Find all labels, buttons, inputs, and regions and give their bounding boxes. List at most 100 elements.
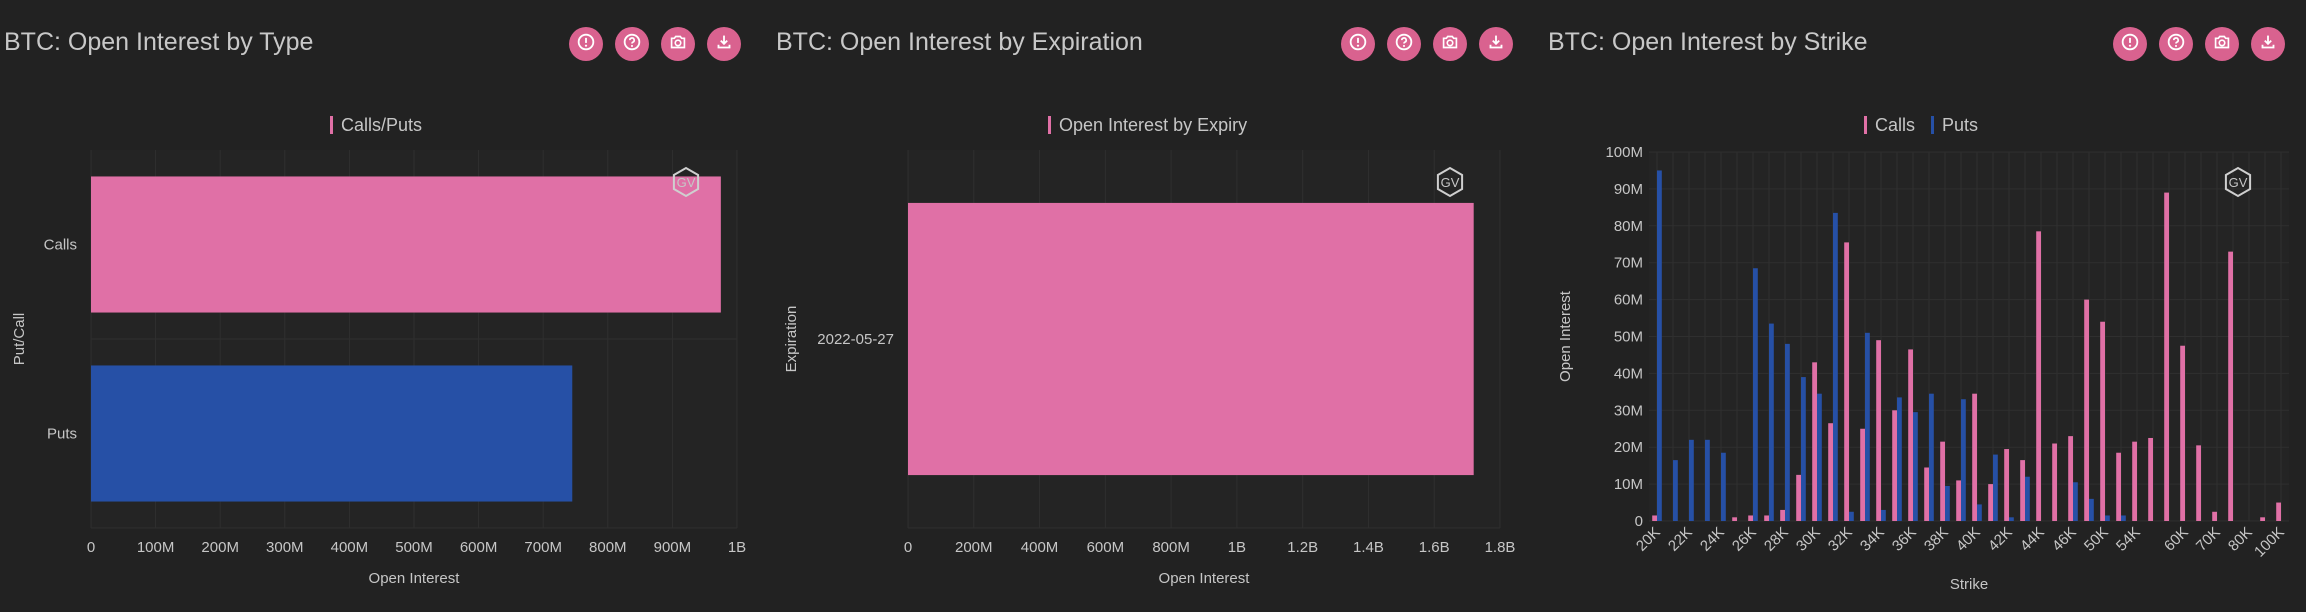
legend-label: Calls/Puts [341, 115, 422, 135]
x-tick-label: 500M [395, 539, 433, 556]
watermark-text: GV [1441, 175, 1460, 190]
bar-puts-43k [2025, 476, 2030, 521]
y-tick-label: 90M [1614, 181, 1643, 198]
bar-calls-60k [2180, 345, 2185, 521]
bar-calls-48k [2084, 299, 2089, 521]
download-icon [713, 31, 735, 58]
bar-puts-30k [1817, 393, 1822, 521]
x-tick-label: 200M [955, 539, 993, 556]
x-tick-label: 200M [201, 539, 239, 556]
bar-calls-46k [2068, 436, 2073, 521]
exclamation-circle-icon [575, 31, 597, 58]
bar-calls-29k [1796, 474, 1801, 521]
y-tick-label: 70M [1614, 255, 1643, 272]
screenshot-button[interactable] [2205, 27, 2239, 61]
info-button[interactable] [1341, 27, 1375, 61]
bar-calls-90k [2260, 517, 2265, 521]
y-tick-label: 50M [1614, 329, 1643, 346]
bar-calls-45k [2052, 443, 2057, 521]
bar-calls [91, 176, 721, 313]
bar-calls-44k [2036, 231, 2041, 521]
bar-calls-39k [1956, 480, 1961, 521]
panel-open-interest-by-type: BTC: Open Interest by Type Calls/Puts 0 10… [0, 0, 760, 612]
x-tick-label: 24K [1697, 524, 1728, 555]
legend-label: Calls [1875, 115, 1915, 135]
camera-icon [667, 31, 689, 58]
y-tick-label: 60M [1614, 292, 1643, 309]
bar-puts-32k [1849, 511, 1854, 521]
chart-toolbar [2113, 27, 2285, 61]
bar-calls-25k [1732, 517, 1737, 521]
bar-calls-35k [1892, 410, 1897, 521]
bar-puts-29k [1801, 377, 1806, 521]
x-tick-label: 28K [1761, 524, 1792, 555]
info-button[interactable] [2113, 27, 2147, 61]
chart-title: BTC: Open Interest by Strike [1548, 28, 1868, 56]
bar-puts-39k [1961, 399, 1966, 521]
download-button[interactable] [1479, 27, 1513, 61]
legend-swatch [1864, 116, 1867, 134]
x-axis-label: Open Interest [1159, 570, 1251, 587]
bar-calls-36k [1908, 349, 1913, 521]
bar-puts-52k [2121, 515, 2126, 521]
bar-puts-37k [1929, 393, 1934, 521]
watermark-logo-icon [672, 166, 700, 198]
chart-strike-svg: Calls Puts 0 10M 20M 30M 40M 50M 60M 70M 80M 90M 100… [1557, 115, 2289, 593]
bar-calls-38k [1940, 441, 1945, 521]
bar-calls-70k [2212, 511, 2217, 521]
bar-puts-40k [1977, 504, 1982, 521]
bar-puts-24k [1721, 452, 1726, 521]
y-tick-label: 80M [1614, 218, 1643, 235]
bar-calls-54k [2132, 441, 2137, 521]
x-tick-label: 46K [2049, 524, 2080, 555]
x-tick-label: 1B [1228, 539, 1246, 556]
bar-puts-36k [1913, 412, 1918, 521]
bar-puts-28k [1785, 343, 1790, 521]
bar-puts-38k [1945, 485, 1950, 521]
bar-puts-31k [1833, 212, 1838, 521]
bar-calls-56k [2148, 437, 2153, 521]
x-tick-label: 1B [728, 539, 746, 556]
x-tick-label: 0 [87, 539, 95, 556]
chart-toolbar [569, 27, 741, 61]
download-icon [1485, 31, 1507, 58]
chart-title: BTC: Open Interest by Expiration [776, 28, 1143, 56]
x-tick-label: 1.8B [1485, 539, 1516, 556]
help-button[interactable] [2159, 27, 2193, 61]
bar-puts-21k [1673, 460, 1678, 521]
x-tick-label: 30K [1793, 524, 1824, 555]
x-tick-label: 60K [2161, 524, 2192, 555]
y-tick-label: 100M [1605, 144, 1643, 161]
bar-calls-37k [1924, 467, 1929, 521]
x-tick-label: 900M [654, 539, 692, 556]
x-tick-label: 22K [1665, 524, 1696, 555]
x-tick-label: 0 [904, 539, 912, 556]
help-button[interactable] [1387, 27, 1421, 61]
x-axis-label: Strike [1950, 576, 1988, 593]
bar-calls-65k [2196, 445, 2201, 521]
x-tick-label: 600M [460, 539, 498, 556]
screenshot-button[interactable] [661, 27, 695, 61]
bar-calls-43k [2020, 460, 2025, 521]
help-button[interactable] [615, 27, 649, 61]
screenshot-button[interactable] [1433, 27, 1467, 61]
legend-swatch [1931, 116, 1934, 134]
x-tick-label: 800M [1152, 539, 1190, 556]
exclamation-circle-icon [2119, 31, 2141, 58]
x-tick-label: 1.6B [1419, 539, 1450, 556]
x-tick-label: 400M [331, 539, 369, 556]
bar-calls-41k [1988, 484, 1993, 521]
download-button[interactable] [2251, 27, 2285, 61]
camera-icon [1439, 31, 1461, 58]
bar-calls-32k [1844, 242, 1849, 521]
info-button[interactable] [569, 27, 603, 61]
bar-calls-34k [1876, 340, 1881, 521]
y-axis-label: Put/Call [11, 313, 28, 366]
x-tick-label: 1.4B [1353, 539, 1384, 556]
legend-label: Puts [1942, 115, 1978, 135]
x-axis-label: Open Interest [369, 570, 461, 587]
download-button[interactable] [707, 27, 741, 61]
bar-puts [91, 365, 573, 502]
bar-puts-34k [1881, 509, 1886, 521]
bar-calls-100k [2276, 502, 2281, 521]
